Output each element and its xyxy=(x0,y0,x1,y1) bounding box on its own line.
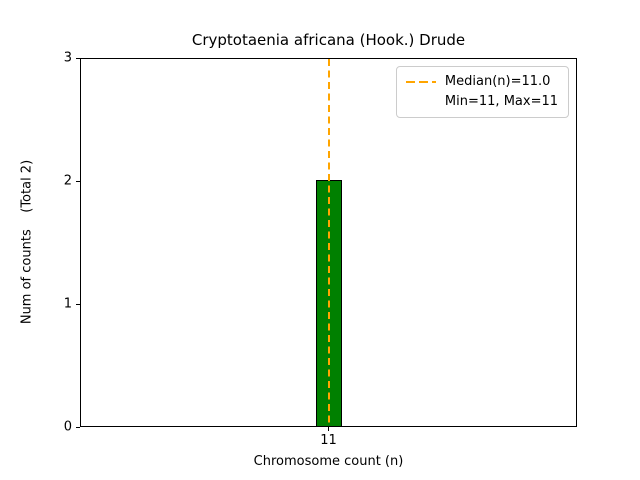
y-tick-mark xyxy=(76,427,80,428)
median-line xyxy=(327,59,330,426)
y-tick-mark xyxy=(76,181,80,182)
legend: Median(n)=11.0 Min=11, Max=11 xyxy=(395,66,569,118)
y-tick-mark xyxy=(76,58,80,59)
x-axis-label: Chromosome count (n) xyxy=(253,454,404,469)
y-tick-label: 1 xyxy=(63,296,72,312)
legend-minmax-label: Min=11, Max=11 xyxy=(444,93,558,109)
y-tick-label: 3 xyxy=(63,50,72,66)
legend-median-label: Median(n)=11.0 xyxy=(444,74,551,89)
y-axis-label: Num of counts (Total 2) xyxy=(19,159,35,325)
y-tick-mark xyxy=(76,304,80,305)
y-tick-label: 0 xyxy=(63,419,72,435)
plot-area: Median(n)=11.0 Min=11, Max=11 xyxy=(80,58,577,427)
x-tick-label: 11 xyxy=(320,433,337,448)
x-tick-mark xyxy=(328,427,329,431)
median-dashed-line-icon xyxy=(405,81,436,83)
y-tick-label: 2 xyxy=(63,173,72,189)
legend-text: Median(n)=11.0 Min=11, Max=11 xyxy=(445,72,558,111)
chart-title: Cryptotaenia africana (Hook.) Drude xyxy=(191,31,466,49)
